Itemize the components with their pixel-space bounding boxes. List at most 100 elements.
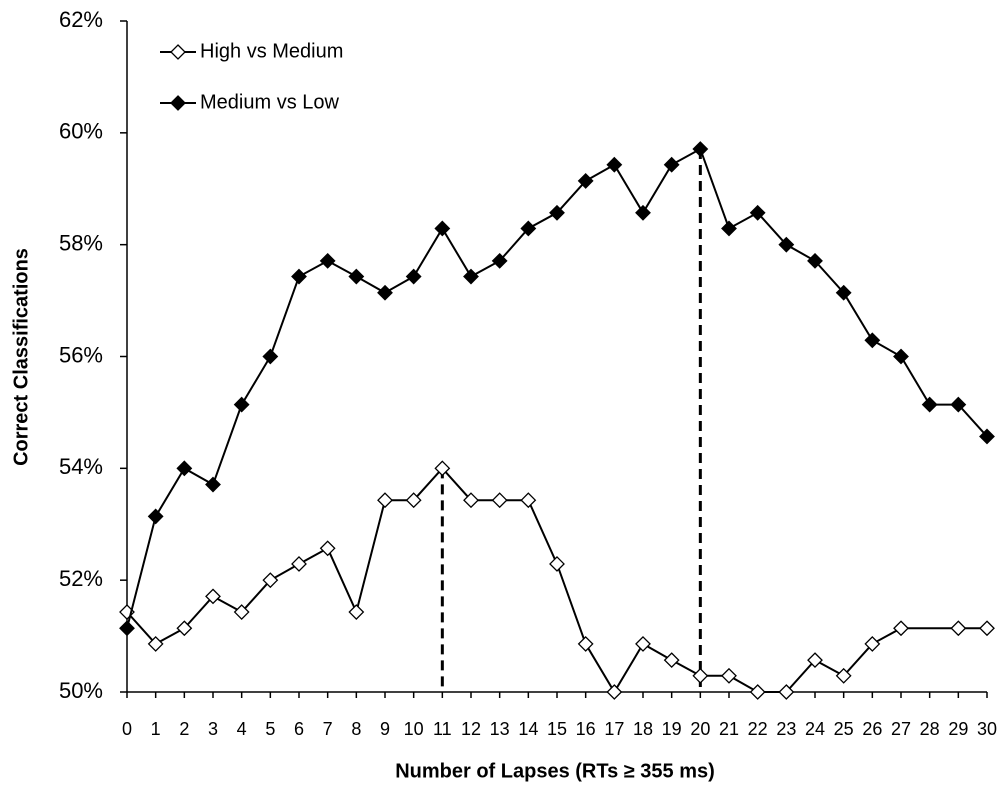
point-marker bbox=[491, 492, 508, 509]
point-marker bbox=[434, 460, 451, 477]
y-tick-label: 52% bbox=[59, 566, 103, 591]
x-tick-label: 2 bbox=[179, 719, 189, 739]
point-marker bbox=[778, 236, 795, 253]
point-marker bbox=[606, 156, 623, 173]
point-marker bbox=[864, 635, 881, 652]
point-marker bbox=[835, 284, 852, 301]
x-tick-label: 9 bbox=[380, 719, 390, 739]
x-tick-label: 17 bbox=[604, 719, 624, 739]
x-tick-label: 0 bbox=[122, 719, 132, 739]
point-marker bbox=[749, 684, 766, 700]
point-marker bbox=[233, 396, 250, 413]
x-tick-label: 4 bbox=[237, 719, 247, 739]
point-marker bbox=[233, 604, 250, 620]
x-tick-label: 3 bbox=[208, 719, 218, 739]
point-marker bbox=[692, 667, 709, 684]
point-marker bbox=[405, 268, 422, 285]
x-tick-label: 18 bbox=[633, 719, 653, 739]
x-axis-title: Number of Lapses (RTs ≥ 355 ms) bbox=[395, 760, 715, 782]
x-tick-label: 11 bbox=[433, 719, 452, 739]
x-tick-label: 26 bbox=[862, 719, 882, 739]
point-marker bbox=[319, 252, 336, 269]
point-marker bbox=[291, 556, 307, 572]
x-tick-label: 16 bbox=[576, 719, 596, 739]
point-marker bbox=[635, 204, 651, 221]
y-tick-label: 62% bbox=[59, 7, 103, 32]
y-tick-label: 54% bbox=[59, 454, 103, 479]
point-marker bbox=[807, 652, 823, 669]
x-tick-label: 19 bbox=[662, 719, 682, 739]
point-marker bbox=[950, 620, 967, 637]
point-marker bbox=[778, 684, 795, 700]
y-tick-label: 56% bbox=[59, 342, 103, 367]
legend-label: Medium vs Low bbox=[200, 91, 339, 113]
point-marker bbox=[921, 396, 938, 413]
x-tick-label: 10 bbox=[404, 719, 424, 739]
point-marker bbox=[348, 604, 365, 620]
point-marker bbox=[463, 492, 479, 509]
point-marker bbox=[549, 556, 565, 572]
legend-marker bbox=[170, 44, 186, 60]
point-marker bbox=[606, 684, 623, 700]
point-marker bbox=[176, 460, 193, 477]
x-tick-label: 13 bbox=[490, 719, 510, 739]
point-marker bbox=[721, 667, 737, 684]
y-tick-label: 58% bbox=[59, 230, 103, 255]
x-tick-label: 14 bbox=[518, 719, 538, 739]
x-tick-label: 30 bbox=[977, 719, 997, 739]
x-tick-label: 1 bbox=[151, 719, 161, 739]
point-marker bbox=[721, 220, 737, 237]
point-marker bbox=[692, 141, 709, 157]
x-tick-label: 29 bbox=[948, 719, 968, 739]
x-tick-label: 6 bbox=[294, 719, 304, 739]
point-marker bbox=[979, 428, 995, 445]
y-axis-title: Correct Classifications bbox=[10, 248, 32, 466]
point-marker bbox=[635, 635, 651, 652]
point-marker bbox=[147, 508, 164, 525]
point-marker bbox=[577, 173, 594, 189]
point-marker bbox=[520, 492, 537, 509]
point-marker bbox=[434, 220, 451, 237]
point-marker bbox=[405, 492, 422, 509]
point-marker bbox=[205, 476, 221, 493]
point-marker bbox=[835, 667, 852, 684]
point-marker bbox=[262, 572, 279, 589]
point-marker bbox=[147, 635, 164, 652]
point-marker bbox=[979, 620, 995, 637]
point-marker bbox=[377, 284, 393, 301]
point-marker bbox=[950, 396, 967, 413]
x-tick-label: 23 bbox=[776, 719, 796, 739]
x-tick-label: 27 bbox=[891, 719, 911, 739]
x-tick-label: 28 bbox=[920, 719, 940, 739]
x-tick-label: 24 bbox=[805, 719, 825, 739]
point-marker bbox=[291, 268, 307, 285]
y-tick-label: 50% bbox=[59, 678, 103, 703]
point-marker bbox=[807, 252, 823, 269]
x-tick-label: 12 bbox=[461, 719, 481, 739]
x-tick-label: 15 bbox=[547, 719, 567, 739]
point-marker bbox=[463, 268, 479, 285]
point-marker bbox=[205, 588, 221, 605]
x-tick-label: 5 bbox=[265, 719, 275, 739]
legend-marker bbox=[170, 95, 186, 111]
x-tick-label: 8 bbox=[351, 719, 361, 739]
point-marker bbox=[319, 540, 336, 557]
x-tick-label: 20 bbox=[690, 719, 710, 739]
point-marker bbox=[663, 156, 680, 173]
point-marker bbox=[893, 348, 909, 365]
point-marker bbox=[262, 348, 279, 365]
point-marker bbox=[577, 635, 594, 652]
point-marker bbox=[520, 220, 537, 237]
point-marker bbox=[663, 652, 680, 669]
point-marker bbox=[893, 620, 909, 637]
point-marker bbox=[549, 204, 565, 221]
legend-label: High vs Medium bbox=[200, 40, 343, 62]
x-tick-label: 7 bbox=[323, 719, 333, 739]
point-marker bbox=[377, 492, 393, 509]
point-marker bbox=[119, 620, 135, 637]
point-marker bbox=[491, 252, 508, 269]
x-tick-label: 25 bbox=[834, 719, 854, 739]
x-tick-label: 21 bbox=[719, 719, 739, 739]
